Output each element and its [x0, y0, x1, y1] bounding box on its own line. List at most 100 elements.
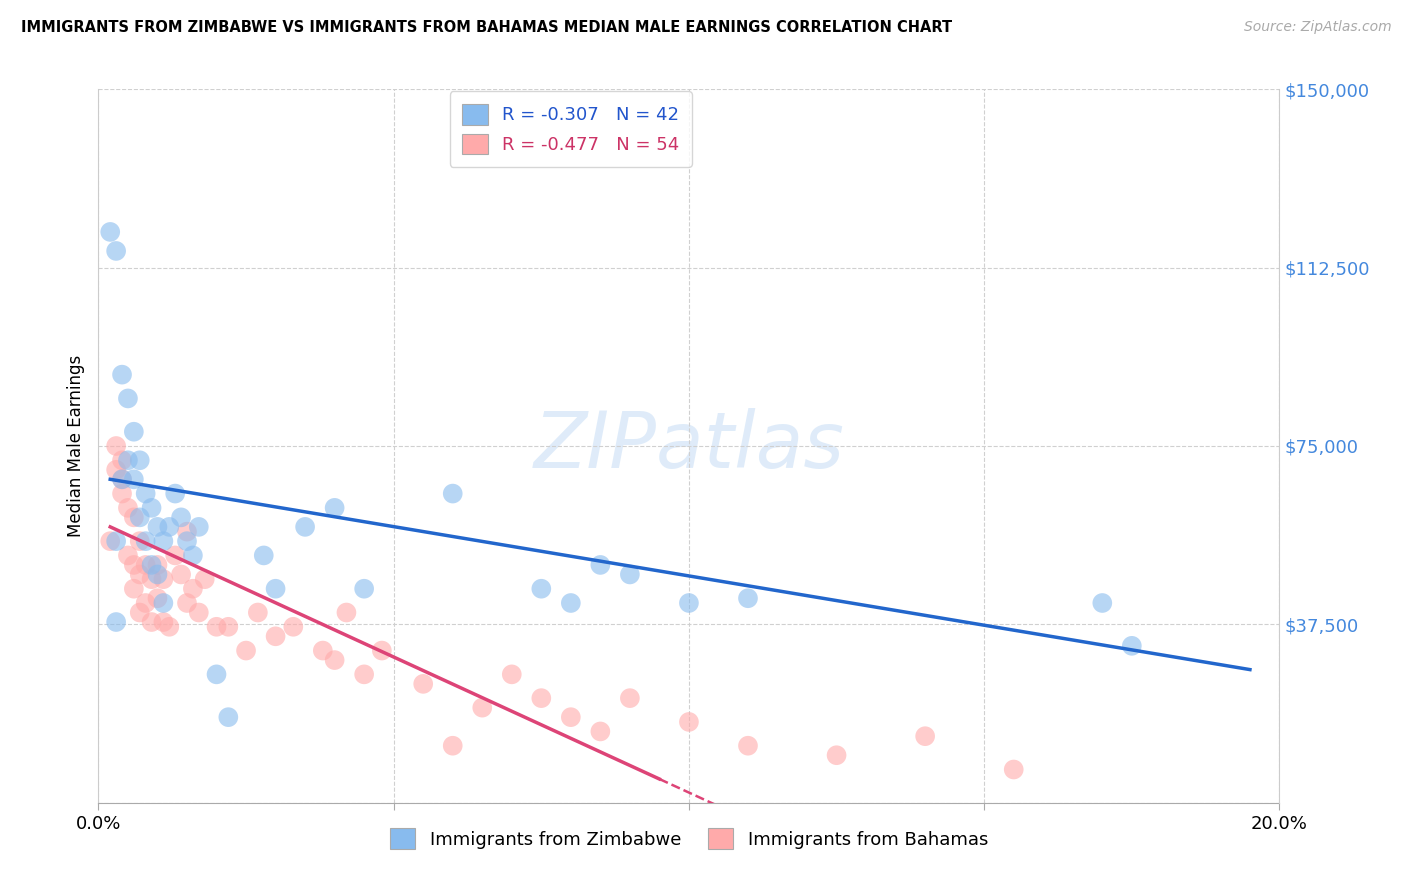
Point: [441, 486, 464, 500]
Point: [560, 596, 582, 610]
Point: [530, 691, 553, 706]
Point: [217, 710, 239, 724]
Point: [205, 620, 228, 634]
Point: [111, 453, 134, 467]
Point: [111, 486, 134, 500]
Point: [294, 520, 316, 534]
Point: [264, 582, 287, 596]
Point: [264, 629, 287, 643]
Point: [128, 606, 150, 620]
Point: [128, 534, 150, 549]
Point: [246, 606, 269, 620]
Point: [737, 591, 759, 606]
Point: [117, 500, 139, 515]
Point: [353, 667, 375, 681]
Text: ZIPatlas: ZIPatlas: [533, 408, 845, 484]
Point: [283, 620, 305, 634]
Point: [181, 582, 204, 596]
Point: [135, 486, 157, 500]
Point: [146, 567, 169, 582]
Point: [122, 558, 145, 572]
Point: [253, 549, 276, 563]
Point: [135, 596, 157, 610]
Legend: Immigrants from Zimbabwe, Immigrants from Bahamas: Immigrants from Zimbabwe, Immigrants fro…: [381, 819, 997, 858]
Point: [165, 486, 187, 500]
Point: [412, 677, 434, 691]
Point: [205, 667, 228, 681]
Point: [619, 567, 641, 582]
Point: [165, 549, 187, 563]
Point: [141, 615, 163, 629]
Point: [141, 500, 163, 515]
Point: [194, 572, 217, 586]
Point: [589, 558, 612, 572]
Point: [146, 558, 169, 572]
Point: [312, 643, 335, 657]
Point: [98, 534, 121, 549]
Point: [111, 472, 134, 486]
Point: [128, 567, 150, 582]
Point: [619, 691, 641, 706]
Point: [353, 582, 375, 596]
Point: [117, 453, 139, 467]
Point: [157, 520, 180, 534]
Point: [1121, 639, 1143, 653]
Text: Source: ZipAtlas.com: Source: ZipAtlas.com: [1244, 20, 1392, 34]
Point: [371, 643, 394, 657]
Point: [152, 596, 174, 610]
Point: [111, 368, 134, 382]
Point: [135, 534, 157, 549]
Point: [176, 524, 198, 539]
Point: [914, 729, 936, 743]
Point: [187, 606, 209, 620]
Point: [678, 714, 700, 729]
Point: [560, 710, 582, 724]
Point: [105, 463, 128, 477]
Point: [122, 582, 145, 596]
Point: [170, 510, 193, 524]
Point: [146, 591, 169, 606]
Point: [105, 534, 128, 549]
Point: [141, 558, 163, 572]
Point: [1002, 763, 1025, 777]
Point: [323, 653, 346, 667]
Point: [128, 453, 150, 467]
Y-axis label: Median Male Earnings: Median Male Earnings: [67, 355, 86, 537]
Point: [105, 615, 128, 629]
Point: [128, 510, 150, 524]
Point: [678, 596, 700, 610]
Point: [105, 439, 128, 453]
Point: [335, 606, 357, 620]
Point: [589, 724, 612, 739]
Point: [176, 596, 198, 610]
Point: [152, 534, 174, 549]
Point: [157, 620, 180, 634]
Point: [217, 620, 239, 634]
Point: [501, 667, 523, 681]
Point: [152, 572, 174, 586]
Point: [170, 567, 193, 582]
Point: [122, 472, 145, 486]
Point: [181, 549, 204, 563]
Point: [141, 572, 163, 586]
Point: [152, 615, 174, 629]
Point: [122, 510, 145, 524]
Point: [825, 748, 848, 763]
Point: [1091, 596, 1114, 610]
Point: [98, 225, 121, 239]
Point: [441, 739, 464, 753]
Point: [187, 520, 209, 534]
Point: [135, 558, 157, 572]
Point: [235, 643, 257, 657]
Point: [117, 549, 139, 563]
Point: [471, 700, 494, 714]
Point: [146, 520, 169, 534]
Point: [323, 500, 346, 515]
Point: [176, 534, 198, 549]
Point: [122, 425, 145, 439]
Text: IMMIGRANTS FROM ZIMBABWE VS IMMIGRANTS FROM BAHAMAS MEDIAN MALE EARNINGS CORRELA: IMMIGRANTS FROM ZIMBABWE VS IMMIGRANTS F…: [21, 20, 952, 35]
Point: [530, 582, 553, 596]
Point: [105, 244, 128, 258]
Point: [737, 739, 759, 753]
Point: [117, 392, 139, 406]
